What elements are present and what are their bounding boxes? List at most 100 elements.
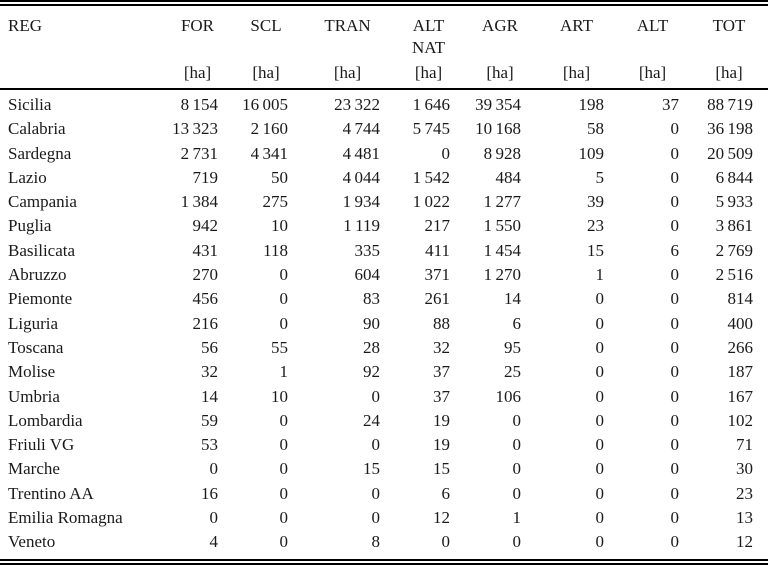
col-header-alt-nat: ALT NAT xyxy=(395,6,462,59)
value-cell: 0 xyxy=(670,167,680,187)
value-cell: 275 xyxy=(262,192,289,212)
value-cell: 15 xyxy=(587,240,604,260)
value-cell: 1 022 xyxy=(412,192,450,212)
value-cell: 0 xyxy=(512,459,522,479)
value-cell: 1 277 xyxy=(483,192,521,212)
value-cell: 1 119 xyxy=(343,216,380,236)
table-row: Basilicata 431 118 335 411 1 454 15 6 2 769 xyxy=(0,239,768,263)
value-cell: 23 xyxy=(587,216,604,236)
value-cell: 0 xyxy=(670,435,680,455)
value-cell: 16 005 xyxy=(242,95,288,114)
value-cell: 0 xyxy=(512,435,522,455)
value-cell: 1 550 xyxy=(483,216,521,236)
value-cell: 0 xyxy=(670,265,680,285)
value-cell: 0 xyxy=(670,313,680,333)
value-cell: 261 xyxy=(424,289,451,309)
table-row: Emilia Romagna 0 0 0 12 1 0 0 13 xyxy=(0,506,768,530)
value-cell: 942 xyxy=(192,216,219,236)
value-cell: 1 270 xyxy=(483,265,521,285)
region-cell: Molise xyxy=(8,362,56,382)
region-cell: Sicilia xyxy=(8,95,52,114)
value-cell: 28 xyxy=(363,337,380,357)
value-cell: 0 xyxy=(371,483,381,503)
value-cell: 0 xyxy=(279,265,289,285)
col-header-label: TOT xyxy=(712,16,746,35)
col-header-tran: TRAN xyxy=(300,6,395,59)
value-cell: 0 xyxy=(595,508,605,528)
header-unit-row: [ha] [ha] [ha] [ha] [ha] [ha] [ha] [ha] xyxy=(0,59,768,89)
value-cell: 102 xyxy=(727,410,754,430)
value-cell: 0 xyxy=(670,362,680,382)
table-row: Toscana 56 55 28 32 95 0 0 266 xyxy=(0,336,768,360)
value-cell: 1 xyxy=(595,265,605,285)
value-cell: 6 xyxy=(512,313,522,333)
region-cell: Abruzzo xyxy=(8,265,67,285)
value-cell: 90 xyxy=(363,313,380,333)
value-cell: 0 xyxy=(670,483,680,503)
value-cell: 0 xyxy=(595,483,605,503)
value-cell: 0 xyxy=(670,289,680,309)
value-cell: 431 xyxy=(192,240,219,260)
value-cell: 10 xyxy=(271,386,288,406)
unit-scl: [ha] xyxy=(252,63,280,82)
value-cell: 118 xyxy=(263,240,288,260)
value-cell: 6 844 xyxy=(715,167,753,187)
value-cell: 0 xyxy=(670,216,680,236)
value-cell: 2 769 xyxy=(715,240,753,260)
value-cell: 20 509 xyxy=(707,143,753,163)
value-cell: 0 xyxy=(371,435,381,455)
value-cell: 0 xyxy=(670,192,680,212)
value-cell: 0 xyxy=(595,386,605,406)
value-cell: 0 xyxy=(441,143,451,163)
value-cell: 0 xyxy=(441,532,451,552)
table-row: Veneto 4 0 8 0 0 0 0 12 xyxy=(0,530,768,554)
value-cell: 10 168 xyxy=(475,119,521,139)
col-header-alt: ALT xyxy=(615,6,690,59)
value-cell: 216 xyxy=(192,313,219,333)
value-cell: 0 xyxy=(371,508,381,528)
value-cell: 217 xyxy=(424,216,451,236)
table-row: Puglia 942 10 1 119 217 1 550 23 0 3 861 xyxy=(0,214,768,238)
col-header-label: SCL xyxy=(250,16,282,35)
region-cell: Lazio xyxy=(8,167,47,187)
value-cell: 95 xyxy=(504,337,521,357)
value-cell: 5 933 xyxy=(715,192,753,212)
value-cell: 0 xyxy=(670,143,680,163)
col-header-tot: TOT xyxy=(690,6,768,59)
value-cell: 1 454 xyxy=(483,240,521,260)
col-header-label: ALT xyxy=(636,16,669,35)
value-cell: 1 384 xyxy=(180,192,218,212)
region-cell: Sardegna xyxy=(8,143,72,163)
region-cell: Lombardia xyxy=(8,410,83,430)
value-cell: 0 xyxy=(595,532,605,552)
col-header-label: AGR xyxy=(482,16,518,35)
value-cell: 30 xyxy=(736,459,753,479)
value-cell: 0 xyxy=(209,508,219,528)
value-cell: 109 xyxy=(578,143,605,163)
value-cell: 0 xyxy=(595,435,605,455)
value-cell: 1 646 xyxy=(412,95,450,114)
region-cell: Basilicata xyxy=(8,240,76,260)
value-cell: 59 xyxy=(201,410,218,430)
value-cell: 8 154 xyxy=(180,95,218,114)
value-cell: 36 198 xyxy=(707,119,753,139)
region-cell: Calabria xyxy=(8,119,66,139)
value-cell: 719 xyxy=(192,167,219,187)
value-cell: 198 xyxy=(578,95,605,114)
region-cell: Campania xyxy=(8,192,77,212)
col-header-scl: SCL xyxy=(232,6,300,59)
col-header-agr: AGR xyxy=(462,6,538,59)
col-header-label: ART xyxy=(560,16,593,35)
value-cell: 400 xyxy=(727,313,754,333)
value-cell: 0 xyxy=(670,119,680,139)
table-row: Umbria 14 10 0 37 106 0 0 167 xyxy=(0,385,768,409)
value-cell: 5 745 xyxy=(412,119,450,139)
value-cell: 23 322 xyxy=(334,95,380,114)
col-header-label: REG xyxy=(8,16,42,35)
value-cell: 6 xyxy=(670,240,680,260)
unit-tot: [ha] xyxy=(715,63,743,82)
table-body: Sicilia 8 154 16 005 23 322 1 646 39 354 198 37… xyxy=(0,89,768,555)
region-cell: Veneto xyxy=(8,532,56,552)
table-row: Friuli VG 53 0 0 19 0 0 0 71 xyxy=(0,433,768,457)
col-header-label-line2: NAT xyxy=(411,38,446,57)
